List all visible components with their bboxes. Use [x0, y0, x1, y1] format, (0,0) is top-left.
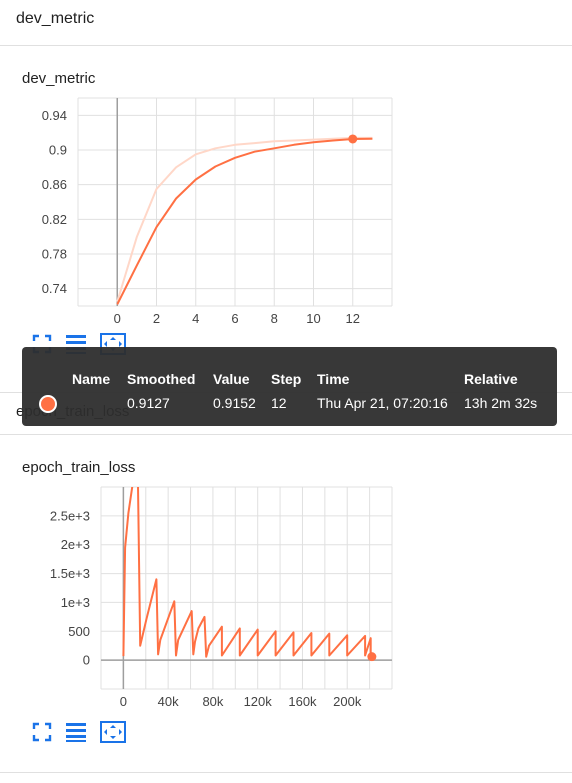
- chart-title-dev-metric: dev_metric: [22, 70, 96, 87]
- fullscreen-icon[interactable]: [30, 332, 54, 356]
- x-tick-label: 0: [114, 311, 121, 326]
- y-tick-label: 0: [83, 653, 90, 668]
- fullscreen-icon[interactable]: [30, 720, 54, 744]
- smoothed-series-line: [122, 487, 372, 658]
- highlight-point: [367, 652, 377, 662]
- tooltip-header-time: Time: [317, 371, 350, 387]
- y-tick-label: 1e+3: [61, 595, 90, 610]
- data-tooltip: Name Smoothed Value Step Time Relative 0…: [22, 347, 557, 426]
- tooltip-time: Thu Apr 21, 07:20:16: [317, 395, 448, 411]
- y-tick-label: 2e+3: [61, 537, 90, 552]
- x-tick-label: 4: [192, 311, 199, 326]
- x-tick-label: 8: [271, 311, 278, 326]
- x-tick-label: 0: [120, 694, 127, 709]
- section-title: dev_metric: [16, 10, 95, 27]
- y-tick-label: 0.74: [42, 281, 67, 296]
- x-tick-label: 2: [153, 311, 160, 326]
- section-header-dev-metric[interactable]: dev_metric: [0, 0, 572, 46]
- tooltip-value: 0.9152: [213, 395, 256, 411]
- x-tick-label: 12: [346, 311, 360, 326]
- tooltip-smoothed-value: 0.9127: [127, 395, 170, 411]
- y-tick-label: 0.9: [49, 143, 67, 158]
- x-tick-label: 10: [306, 311, 320, 326]
- tooltip-header-relative: Relative: [464, 371, 518, 387]
- y-tick-label: 0.86: [42, 177, 67, 192]
- y-tick-label: 0.94: [42, 108, 67, 123]
- x-tick-label: 40k: [158, 694, 179, 709]
- tooltip-header-value: Value: [213, 371, 250, 387]
- series-color-dot: [39, 395, 57, 413]
- dev-metric-chart[interactable]: 0 2 4 6 8 10 12 0.74 0.78 0.82 0.86 0.9 0.94: [0, 0, 572, 340]
- fit-domain-icon[interactable]: [100, 720, 126, 744]
- x-tick-label: 6: [231, 311, 238, 326]
- tooltip-header-smoothed: Smoothed: [127, 371, 196, 387]
- y-tick-label: 1.5e+3: [50, 566, 90, 581]
- raw-series-line: [116, 136, 373, 302]
- tooltip-header-step: Step: [271, 371, 302, 387]
- y-tick-label: 0.82: [42, 212, 67, 227]
- divider: [0, 772, 572, 773]
- y-tick-label: 0.78: [42, 247, 67, 262]
- x-tick-label: 80k: [202, 694, 223, 709]
- tooltip-header-name: Name: [72, 371, 111, 387]
- x-tick-label: 200k: [333, 694, 362, 709]
- x-tick-label: 120k: [244, 694, 273, 709]
- smoothed-series-line: [116, 137, 373, 305]
- epoch-train-loss-chart[interactable]: 0 40k 80k 120k 160k 200k 0 500 1e+3 1.5e+3 2e+3 2.5…: [0, 0, 572, 720]
- x-tick-label: 160k: [288, 694, 317, 709]
- highlight-point: [348, 134, 358, 144]
- chart-title-epoch-train-loss: epoch_train_loss: [22, 459, 136, 476]
- tooltip-relative: 13h 2m 32s: [464, 395, 538, 411]
- tooltip-step: 12: [271, 395, 287, 411]
- y-tick-label: 2.5e+3: [50, 508, 90, 523]
- toggle-log-icon[interactable]: [64, 720, 88, 744]
- y-tick-label: 500: [68, 624, 90, 639]
